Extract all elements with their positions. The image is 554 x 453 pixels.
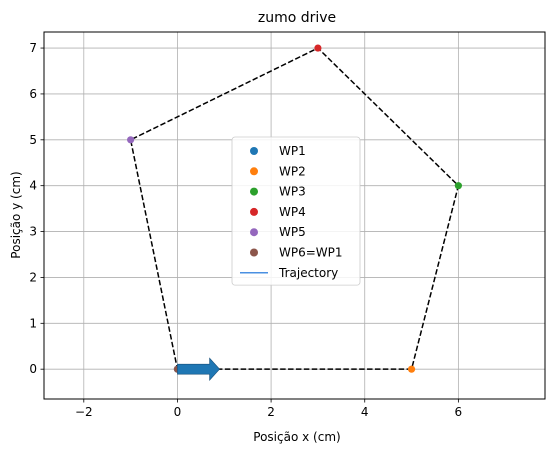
waypoint-marker-4 bbox=[314, 44, 322, 52]
legend-label-4: WP4 bbox=[279, 205, 306, 219]
y-tick-label: 1 bbox=[29, 316, 37, 330]
y-tick-label: 2 bbox=[29, 270, 37, 284]
legend-label-6: WP6=WP1 bbox=[279, 246, 343, 260]
waypoint-marker-3 bbox=[454, 182, 462, 190]
x-tick-label: 2 bbox=[267, 405, 275, 419]
legend-marker-4 bbox=[250, 207, 258, 216]
y-tick-label: 4 bbox=[29, 179, 37, 193]
y-tick-label: 5 bbox=[29, 133, 37, 147]
legend-marker-2 bbox=[250, 167, 258, 176]
legend-label-1: WP1 bbox=[279, 144, 306, 158]
heading-arrow bbox=[177, 357, 220, 381]
legend-box bbox=[231, 136, 361, 286]
chart-title: zumo drive bbox=[258, 10, 336, 26]
legend-label-5: WP5 bbox=[279, 225, 306, 239]
legend-label-trajectory: Trajectory bbox=[278, 266, 338, 280]
waypoint-marker-2 bbox=[407, 365, 416, 373]
waypoint-path-line bbox=[129, 47, 460, 370]
x-tick-label: −2 bbox=[75, 405, 93, 419]
legend-marker-6 bbox=[250, 248, 258, 257]
x-axis-label: Posição x (cm) bbox=[253, 430, 340, 444]
x-tick-label: 4 bbox=[361, 405, 369, 419]
heading-arrow-shape bbox=[177, 357, 220, 381]
waypoint-path bbox=[129, 47, 460, 370]
y-tick-label: 3 bbox=[29, 225, 37, 239]
y-tick-label: 7 bbox=[29, 41, 37, 55]
x-tick-label: 6 bbox=[455, 405, 463, 419]
ticks: −2 0 2 4 6 0 1 2 3 4 5 6 7 bbox=[29, 41, 462, 419]
legend-marker-5 bbox=[250, 228, 258, 237]
legend-label-2: WP2 bbox=[279, 164, 306, 178]
y-axis-label: Posição y (cm) bbox=[9, 171, 23, 258]
y-tick-label: 6 bbox=[29, 87, 37, 101]
legend-label-3: WP3 bbox=[279, 185, 306, 199]
plot-frame bbox=[43, 31, 546, 400]
legend-marker-3 bbox=[250, 187, 258, 196]
waypoint-marker-5 bbox=[127, 136, 135, 144]
x-tick-label: 0 bbox=[174, 405, 182, 419]
legend: WP1 WP2 WP3 WP4 WP5 WP6=WP1 Trajectory bbox=[231, 136, 361, 286]
legend-marker-1 bbox=[250, 147, 258, 155]
y-tick-label: 0 bbox=[29, 362, 37, 376]
